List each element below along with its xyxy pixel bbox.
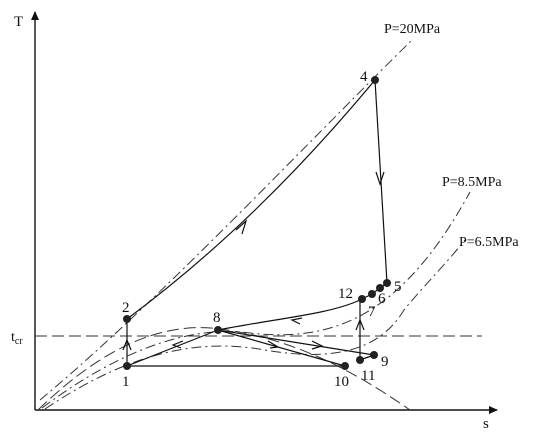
state-label-4: 4 xyxy=(360,69,368,85)
state-point-5 xyxy=(383,279,391,287)
state-label-10: 10 xyxy=(334,374,349,390)
state-point-11 xyxy=(356,356,364,364)
state-point-12 xyxy=(358,295,366,303)
process-8-9 xyxy=(217,329,375,356)
state-label-7: 7 xyxy=(368,304,376,320)
isobar-8-5mpa xyxy=(41,191,471,409)
state-point-9 xyxy=(370,351,378,359)
y-axis-label: T xyxy=(14,14,23,30)
x-axis-label: s xyxy=(483,416,489,432)
state-label-9: 9 xyxy=(381,354,389,370)
state-point-1 xyxy=(123,362,131,370)
process-12-8 xyxy=(217,299,361,331)
state-label-1: 1 xyxy=(122,374,130,390)
arrow-12-8 xyxy=(290,317,303,325)
arrow-8-9 xyxy=(311,340,324,350)
isobar-label-8-5mpa: P=8.5MPa xyxy=(442,175,502,190)
tcr-label: tcr xyxy=(11,330,23,347)
process-8-10 xyxy=(217,329,346,367)
state-point-2 xyxy=(123,315,131,323)
state-label-11: 11 xyxy=(361,368,375,384)
state-point-6 xyxy=(376,284,384,292)
isobar-label-6-5mpa: P=6.5MPa xyxy=(459,235,519,250)
state-point-8 xyxy=(214,326,222,334)
process-2-4 xyxy=(126,79,376,320)
arrow-8-1 xyxy=(171,340,184,349)
state-label-5: 5 xyxy=(394,279,402,295)
isobar-6-5mpa xyxy=(44,239,466,410)
saturation-dome xyxy=(37,327,411,411)
arrow-4-5 xyxy=(375,171,385,186)
arrow-2-4 xyxy=(235,219,248,235)
arrow-11-12 xyxy=(355,318,365,331)
tcr-label-main: t xyxy=(11,330,15,345)
state-label-2: 2 xyxy=(122,300,130,316)
isobar-label-20mpa: P=20MPa xyxy=(384,22,441,37)
arrow-1-2 xyxy=(122,338,132,351)
state-point-4 xyxy=(371,76,379,84)
state-label-6: 6 xyxy=(378,291,386,307)
state-point-10 xyxy=(341,362,349,370)
process-1-8 xyxy=(126,329,219,367)
process-5-12 xyxy=(359,282,388,301)
state-label-8: 8 xyxy=(213,310,221,326)
tcr-label-sub: cr xyxy=(15,336,23,347)
arrow-8-10 xyxy=(267,340,280,349)
isobar-20mpa xyxy=(39,39,413,401)
state-label-12: 12 xyxy=(338,286,353,302)
state-point-7 xyxy=(368,290,376,298)
